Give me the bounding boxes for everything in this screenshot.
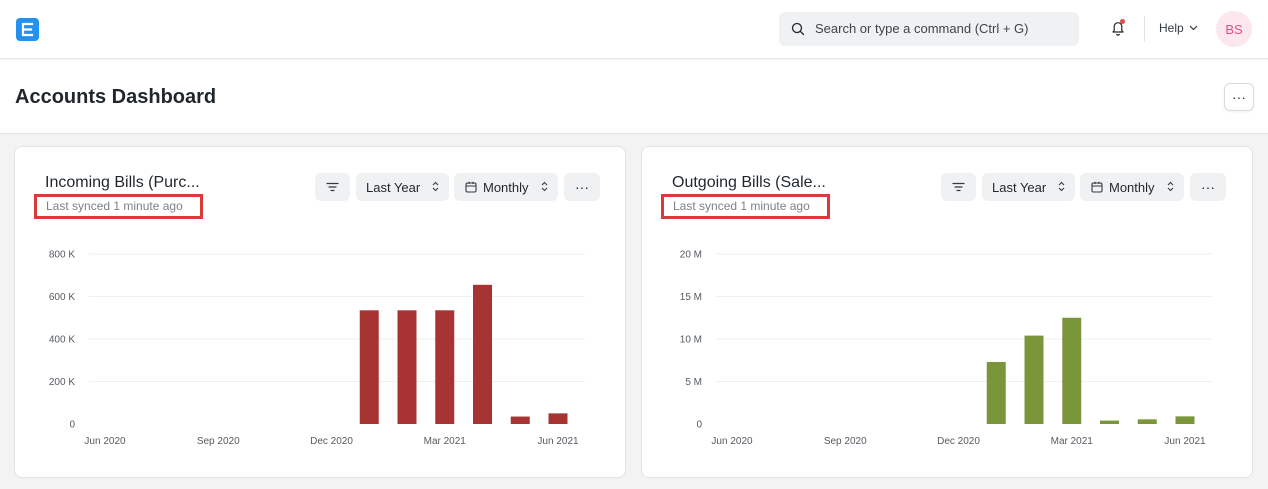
time-interval-label: Monthly: [483, 179, 529, 195]
time-interval-select[interactable]: Monthly: [1080, 173, 1184, 201]
x-tick-label: Mar 2021: [424, 436, 467, 447]
card-more-button[interactable]: ···: [564, 173, 600, 201]
bar-mar-2021[interactable]: [435, 310, 455, 424]
y-tick-label: 10 M: [680, 335, 702, 346]
time-range-select[interactable]: Last Year: [982, 173, 1075, 201]
notification-dot: [1120, 19, 1125, 24]
outgoing-bills-chart: 0 5 M 10 M 15 M 20 M Jun 2020 Sep 2020 Dec 2020…: [680, 250, 1212, 447]
chevron-updown-icon: [1167, 181, 1174, 192]
y-tick-label: 800 K: [49, 250, 75, 261]
chevron-down-icon: [1189, 25, 1198, 31]
time-range-select[interactable]: Last Year: [356, 173, 449, 201]
y-tick-label: 0: [696, 420, 702, 431]
chevron-updown-icon: [541, 181, 548, 192]
x-tick-label: Dec 2020: [310, 436, 353, 447]
bar-jan-2021[interactable]: [359, 310, 379, 424]
notification-bell-icon[interactable]: [1109, 19, 1127, 37]
chart-card-incoming-bills: Incoming Bills (Purc... Last synced 1 mi…: [14, 146, 626, 478]
x-tick-label: Sep 2020: [197, 436, 240, 447]
last-synced-label: Last synced 1 minute ago: [661, 194, 830, 219]
page-header: [0, 60, 1268, 134]
card-title: Incoming Bills (Purc...: [45, 174, 200, 191]
search-icon: [791, 22, 805, 36]
card-more-button[interactable]: ···: [1190, 173, 1226, 201]
time-interval-label: Monthly: [1109, 179, 1155, 195]
y-tick-label: 200 K: [49, 377, 75, 388]
y-tick-label: 400 K: [49, 335, 75, 346]
app-logo-icon[interactable]: [16, 18, 39, 41]
page-menu-button[interactable]: ···: [1224, 83, 1254, 111]
x-tick-label: Jun 2020: [84, 436, 126, 447]
card-title: Outgoing Bills (Sale...: [672, 174, 826, 191]
bar-mar-2021[interactable]: [1062, 317, 1082, 424]
calendar-icon: [465, 181, 477, 193]
filter-icon: [326, 182, 339, 192]
y-tick-label: 20 M: [680, 250, 702, 261]
x-tick-label: Jun 2021: [537, 436, 579, 447]
time-range-label: Last Year: [366, 179, 421, 195]
calendar-icon: [1091, 181, 1103, 193]
y-tick-label: 600 K: [49, 292, 75, 303]
y-tick-label: 0: [69, 420, 75, 431]
x-tick-label: Mar 2021: [1051, 436, 1094, 447]
avatar[interactable]: BS: [1216, 11, 1252, 47]
bar-jun-2021[interactable]: [1175, 416, 1195, 424]
bar-apr-2021[interactable]: [1100, 420, 1119, 424]
chart-card-outgoing-bills: Outgoing Bills (Sale... Last synced 1 mi…: [641, 146, 1253, 478]
x-tick-label: Jun 2021: [1164, 436, 1206, 447]
x-tick-label: Sep 2020: [824, 436, 867, 447]
time-interval-select[interactable]: Monthly: [454, 173, 558, 201]
y-tick-label: 15 M: [680, 292, 702, 303]
chevron-updown-icon: [1058, 181, 1065, 192]
help-dropdown[interactable]: Help: [1159, 21, 1184, 35]
time-range-label: Last Year: [992, 179, 1047, 195]
page-title: Accounts Dashboard: [15, 86, 217, 108]
bar-may-2021[interactable]: [510, 416, 530, 424]
bar-feb-2021[interactable]: [397, 310, 417, 424]
bar-may-2021[interactable]: [1137, 419, 1157, 424]
x-tick-label: Jun 2020: [711, 436, 753, 447]
last-synced-label: Last synced 1 minute ago: [34, 194, 203, 219]
bar-jan-2021[interactable]: [986, 361, 1006, 424]
filter-button[interactable]: [315, 173, 350, 201]
filter-icon: [952, 182, 965, 192]
search-input[interactable]: Search or type a command (Ctrl + G): [815, 21, 1029, 36]
bar-feb-2021[interactable]: [1024, 335, 1044, 424]
search-bar[interactable]: Search or type a command (Ctrl + G): [779, 12, 1079, 46]
bar-apr-2021[interactable]: [473, 284, 492, 424]
navbar: Search or type a command (Ctrl + G) Help…: [0, 0, 1268, 59]
y-tick-label: 5 M: [685, 377, 702, 388]
filter-button[interactable]: [941, 173, 976, 201]
x-tick-label: Dec 2020: [937, 436, 980, 447]
bar-jun-2021[interactable]: [548, 413, 568, 424]
incoming-bills-chart: 0 200 K 400 K 600 K 800 K Jun 2020 Sep 2020 Dec…: [49, 250, 585, 447]
chevron-updown-icon: [432, 181, 439, 192]
nav-divider: [1144, 16, 1145, 42]
